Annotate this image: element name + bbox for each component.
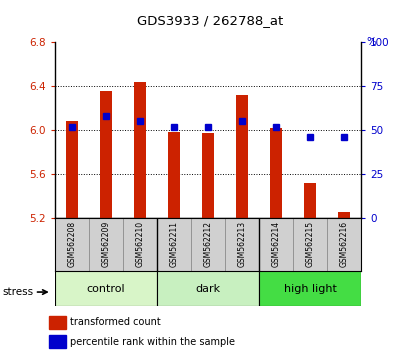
Text: control: control [87, 284, 125, 293]
Bar [66, 121, 78, 218]
Bar [55, 271, 157, 306]
Bar [304, 183, 316, 218]
Text: transformed count: transformed count [70, 317, 160, 327]
Bar [338, 212, 350, 218]
Bar [225, 218, 259, 271]
Text: GSM562210: GSM562210 [135, 221, 144, 267]
Bar [134, 82, 146, 218]
Text: dark: dark [195, 284, 220, 293]
Bar [202, 133, 214, 218]
Bar [50, 316, 66, 329]
Bar [259, 218, 293, 271]
Bar [157, 271, 259, 306]
Text: %: % [366, 37, 376, 47]
Bar [270, 128, 282, 218]
Bar [293, 218, 327, 271]
Bar [123, 218, 157, 271]
Bar [55, 218, 89, 271]
Bar [100, 91, 112, 218]
Bar [50, 335, 66, 348]
Text: GSM562209: GSM562209 [101, 221, 110, 267]
Bar [236, 95, 248, 218]
Bar [89, 218, 123, 271]
Text: GSM562212: GSM562212 [203, 221, 213, 267]
Bar [191, 218, 225, 271]
Bar [327, 218, 361, 271]
Text: GSM562211: GSM562211 [169, 221, 178, 267]
Bar [157, 218, 191, 271]
Bar [259, 271, 361, 306]
Text: percentile rank within the sample: percentile rank within the sample [70, 337, 235, 347]
Text: stress: stress [2, 287, 33, 297]
Text: GSM562215: GSM562215 [306, 221, 315, 267]
Text: GSM562213: GSM562213 [237, 221, 247, 267]
Text: GDS3933 / 262788_at: GDS3933 / 262788_at [137, 13, 283, 27]
Text: GSM562208: GSM562208 [67, 221, 76, 267]
Bar [168, 132, 180, 218]
Text: GSM562216: GSM562216 [340, 221, 349, 267]
Text: high light: high light [284, 284, 336, 293]
Text: GSM562214: GSM562214 [272, 221, 281, 267]
